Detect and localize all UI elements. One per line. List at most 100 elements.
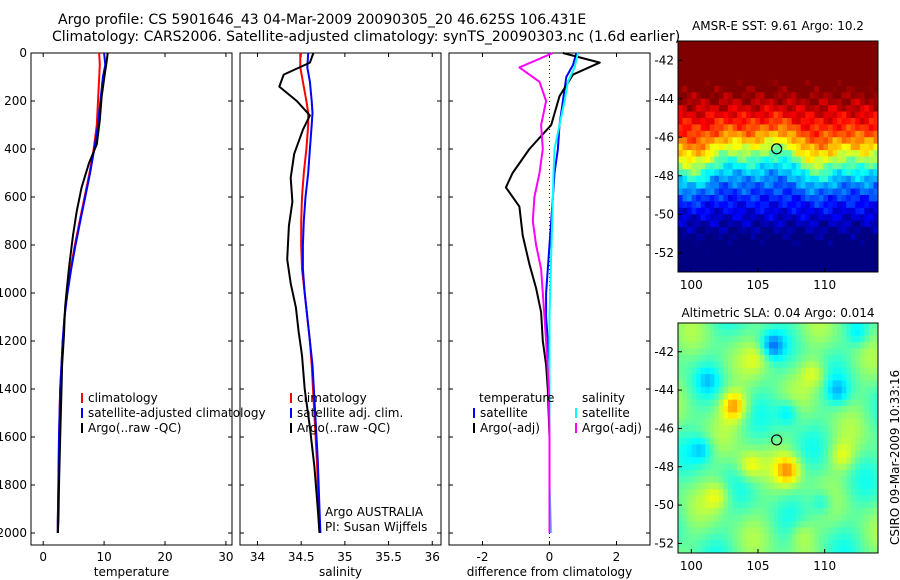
heatmap-cell: [809, 175, 815, 183]
heatmap-cell: [696, 438, 702, 445]
heatmap-cell: [687, 521, 693, 528]
heatmap-cell: [791, 329, 797, 337]
heatmap-cell: [782, 469, 788, 477]
heatmap-cell: [741, 521, 747, 528]
heatmap-cell: [732, 73, 738, 80]
heatmap-cell: [750, 335, 756, 343]
heatmap-cell: [705, 162, 711, 170]
heatmap-cell: [778, 265, 783, 273]
heatmap-cell: [773, 489, 779, 496]
heatmap-cell: [746, 546, 752, 554]
heatmap-cell: [837, 156, 843, 164]
heatmap-cell: [768, 207, 774, 215]
heatmap-cell: [778, 323, 783, 330]
heatmap-cell: [805, 79, 811, 87]
heatmap-cell: [814, 367, 820, 375]
heatmap-cell: [773, 508, 779, 516]
heatmap-cell: [687, 47, 693, 55]
heatmap-cell: [805, 501, 811, 509]
heatmap-cell: [828, 476, 833, 484]
heatmap-cell: [732, 92, 738, 100]
heatmap-cell: [709, 246, 715, 254]
heatmap-cell: [700, 98, 706, 106]
heatmap-cell: [696, 393, 702, 401]
heatmap-cell: [768, 425, 774, 433]
heatmap-cell: [873, 431, 879, 439]
heatmap-cell: [741, 354, 747, 362]
heatmap-cell: [764, 514, 770, 522]
heatmap-cell: [737, 406, 743, 413]
heatmap-cell: [832, 495, 838, 503]
heatmap-cell: [714, 469, 720, 477]
heatmap-cell: [837, 98, 843, 106]
heatmap-cell: [787, 521, 793, 528]
heatmap-cell: [737, 323, 743, 330]
heatmap-cell: [837, 335, 843, 343]
heatmap-cell: [741, 53, 747, 61]
heatmap-cell: [864, 406, 870, 413]
heatmap-cell: [846, 469, 852, 477]
heatmap-cell: [723, 348, 729, 356]
heatmap-cell: [678, 514, 683, 522]
heatmap-cell: [723, 335, 729, 343]
heatmap-cell: [796, 233, 802, 241]
heatmap-cell: [814, 457, 820, 464]
heatmap-cell: [737, 66, 743, 74]
heatmap-cell: [859, 412, 865, 420]
heatmap-cell: [814, 259, 820, 266]
heatmap-cell: [705, 111, 711, 119]
heatmap-cell: [873, 406, 879, 413]
heatmap-cell: [868, 53, 874, 61]
heatmap-cell: [791, 501, 797, 509]
heatmap-cell: [814, 489, 820, 496]
heatmap-cell: [737, 92, 743, 100]
heatmap-cell: [678, 399, 683, 407]
heatmap-cell: [768, 386, 774, 394]
heatmap-cell: [778, 182, 783, 189]
heatmap-cell: [714, 533, 720, 541]
heatmap-cell: [868, 137, 874, 145]
heatmap-cell: [841, 239, 847, 247]
heatmap-cell: [846, 393, 852, 401]
heatmap-cell: [814, 361, 820, 369]
heatmap-cell: [832, 431, 838, 439]
heatmap-cell: [778, 162, 783, 170]
heatmap-cell: [773, 169, 779, 177]
heatmap-cell: [796, 457, 802, 464]
heatmap-cell: [768, 374, 774, 381]
heatmap-cell: [778, 150, 783, 157]
heatmap-cell: [768, 156, 774, 164]
heatmap-cell: [787, 323, 793, 330]
heatmap-cell: [787, 335, 793, 343]
heatmap-cell: [832, 367, 838, 375]
heatmap-cell: [709, 227, 715, 234]
sla-map-title: Altimetric SLA: 0.04 Argo: 0.014: [681, 306, 874, 320]
heatmap-cell: [709, 361, 715, 369]
heatmap-cell: [705, 92, 711, 100]
heatmap-cell: [809, 92, 815, 100]
heatmap-cell: [737, 489, 743, 496]
heatmap-cell: [868, 393, 874, 401]
heatmap-cell: [678, 546, 683, 554]
heatmap-cell: [859, 380, 865, 388]
heatmap-cell: [682, 412, 688, 420]
heatmap-cell: [859, 457, 865, 464]
heatmap-cell: [773, 53, 779, 61]
heatmap-cell: [678, 265, 683, 273]
heatmap-cell: [832, 386, 838, 394]
heatmap-cell: [828, 546, 833, 554]
heatmap-cell: [778, 239, 783, 247]
heatmap-cell: [691, 85, 697, 93]
heatmap-cell: [773, 156, 779, 164]
heatmap-cell: [746, 130, 752, 138]
heatmap-cell: [705, 342, 711, 349]
heatmap-cell: [678, 195, 683, 202]
heatmap-cell: [750, 406, 756, 413]
heatmap-cell: [837, 425, 843, 433]
heatmap-cell: [818, 323, 824, 330]
heatmap-cell: [814, 118, 820, 125]
heatmap-cell: [873, 47, 879, 55]
heatmap-cell: [859, 259, 865, 266]
heatmap-cell: [796, 169, 802, 177]
heatmap-cell: [782, 98, 788, 106]
